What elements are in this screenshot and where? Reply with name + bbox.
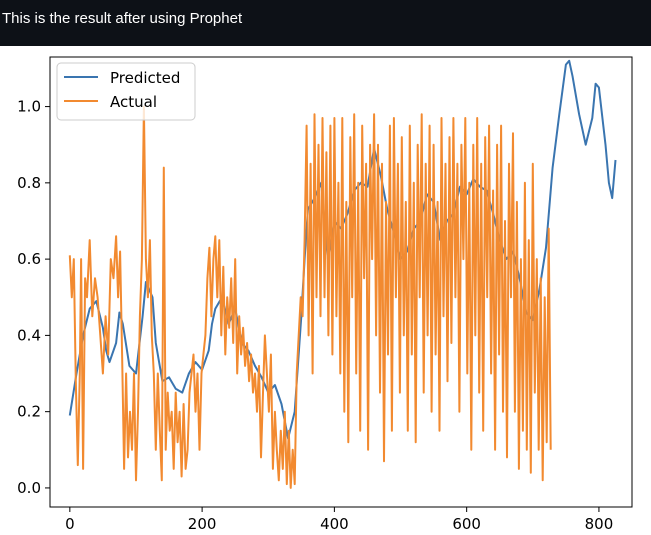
y-tick-label: 1.0 <box>17 98 41 116</box>
x-tick-label: 800 <box>585 515 614 533</box>
x-tick-label: 200 <box>188 515 217 533</box>
series-line-actual <box>68 105 552 489</box>
chart-figure: 0 200 400 600 800 0.0 0.2 0.4 0.6 0.8 1.0 Predicte… <box>0 46 651 535</box>
legend-label-actual: Actual <box>110 93 157 111</box>
chart-legend: Predicted Actual <box>56 62 196 121</box>
x-tick-label: 600 <box>452 515 481 533</box>
line-chart: 0 200 400 600 800 0.0 0.2 0.4 0.6 0.8 1.0 Predicte… <box>17 56 633 533</box>
y-tick-label: 0.6 <box>17 250 41 268</box>
legend-label-predicted: Predicted <box>110 69 180 87</box>
y-tick-label: 0.2 <box>17 403 41 421</box>
axis-ticks: 0 200 400 600 800 0.0 0.2 0.4 0.6 0.8 1.0 <box>17 98 613 533</box>
series-lines <box>68 59 617 489</box>
x-tick-label: 400 <box>320 515 349 533</box>
post-header: This is the result after using Prophet <box>0 0 651 46</box>
y-tick-label: 0.4 <box>17 326 41 344</box>
plot-frame <box>49 56 633 508</box>
y-tick-label: 0.8 <box>17 174 41 192</box>
x-tick-label: 0 <box>65 515 75 533</box>
y-tick-label: 0.0 <box>17 479 41 497</box>
post-text: This is the result after using Prophet <box>2 10 243 27</box>
